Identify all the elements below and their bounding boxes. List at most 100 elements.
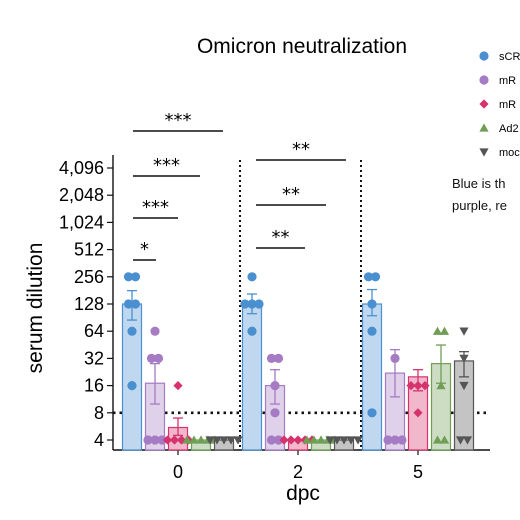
data-point-mr2 bbox=[420, 381, 430, 391]
data-point-scr bbox=[367, 326, 377, 336]
legend-label: moc bbox=[499, 147, 520, 159]
y-tick-label: 16 bbox=[84, 376, 104, 396]
data-point-mr1 bbox=[390, 435, 400, 445]
data-point-mr1 bbox=[150, 435, 160, 445]
data-point-scr bbox=[247, 299, 257, 309]
significance-label: ** bbox=[272, 227, 290, 248]
data-point-mock bbox=[455, 436, 466, 445]
data-point-scr bbox=[254, 299, 264, 309]
bar-scr-0 bbox=[121, 303, 143, 451]
data-point-mr2 bbox=[413, 408, 423, 418]
data-point-mr2 bbox=[279, 435, 289, 445]
data-point-mock bbox=[332, 436, 342, 445]
data-point-mr1 bbox=[157, 435, 167, 445]
data-point-ad2 bbox=[182, 435, 192, 444]
data-point-ad2 bbox=[436, 381, 446, 390]
bar-scr-5 bbox=[361, 303, 383, 451]
y-tick-label: 4,096 bbox=[59, 158, 104, 178]
x-tick-label: 2 bbox=[293, 462, 303, 482]
data-point-scr bbox=[367, 408, 377, 418]
legend-marker-ad2 bbox=[479, 123, 489, 132]
data-point-mock bbox=[205, 436, 215, 445]
legend-marker-mock bbox=[479, 148, 489, 157]
data-point-mock bbox=[219, 436, 229, 445]
legend: sCR mR mR Ad2 moc bbox=[479, 51, 520, 159]
data-point-ad2 bbox=[196, 435, 206, 444]
data-point-mock bbox=[226, 436, 236, 445]
data-point-mock bbox=[459, 354, 469, 363]
y-tick-label: 128 bbox=[74, 294, 104, 314]
data-point-ad2 bbox=[309, 435, 319, 444]
y-tick-label: 1,024 bbox=[59, 212, 104, 232]
data-point-ad2 bbox=[189, 435, 199, 444]
data-point-mr1 bbox=[146, 353, 157, 363]
data-point-mr1 bbox=[266, 435, 277, 445]
data-point-mock bbox=[459, 327, 469, 336]
y-axis-label: serum dilution bbox=[24, 243, 47, 374]
y-tick-label: 4 bbox=[94, 430, 104, 450]
data-point-scr bbox=[130, 299, 141, 309]
y-tick-label: 512 bbox=[74, 240, 104, 260]
data-point-mr1 bbox=[273, 435, 284, 445]
data-point-ad2 bbox=[302, 435, 312, 444]
data-point-ad2 bbox=[439, 326, 450, 335]
data-point-mr1 bbox=[273, 353, 284, 363]
note-line-2: purple, re bbox=[452, 198, 507, 213]
bar-scr-2 bbox=[241, 303, 263, 451]
data-point-mr1 bbox=[390, 353, 400, 363]
data-point-mock bbox=[339, 436, 349, 445]
x-axis-label: dpc bbox=[286, 482, 320, 505]
y-tick-label: 64 bbox=[84, 321, 104, 341]
significance-label: * bbox=[140, 239, 149, 260]
chart-title: Omicron neutralization bbox=[197, 35, 407, 58]
data-point-scr bbox=[123, 272, 134, 282]
data-point-mock bbox=[353, 436, 363, 445]
data-point-scr bbox=[367, 299, 377, 309]
data-point-mr2 bbox=[169, 435, 180, 445]
data-point-mr1 bbox=[150, 326, 160, 336]
note-line-1: Blue is th bbox=[452, 176, 506, 191]
legend-label: sCR bbox=[499, 51, 520, 63]
data-point-scr bbox=[240, 299, 250, 309]
data-point-mr2 bbox=[293, 435, 303, 445]
significance-label: *** bbox=[153, 155, 180, 176]
significance-label: *** bbox=[142, 197, 169, 218]
data-point-mock bbox=[462, 436, 473, 445]
legend-marker-mr2 bbox=[479, 99, 489, 109]
data-point-mr1 bbox=[266, 353, 277, 363]
legend-label: mR bbox=[499, 99, 516, 111]
data-point-scr bbox=[363, 272, 374, 282]
data-point-mock bbox=[233, 436, 243, 445]
data-point-ad2 bbox=[439, 435, 450, 444]
significance-label: *** bbox=[165, 110, 192, 131]
data-point-mr1 bbox=[143, 435, 153, 445]
data-point-scr bbox=[127, 326, 137, 336]
legend-label: Ad2 bbox=[499, 123, 519, 135]
data-point-mr1 bbox=[397, 435, 407, 445]
legend-marker-scr bbox=[479, 51, 489, 61]
data-point-mr2 bbox=[162, 435, 173, 445]
significance-label: ** bbox=[282, 184, 300, 205]
significance-label: ** bbox=[292, 139, 310, 160]
data-point-mock bbox=[459, 381, 469, 391]
x-tick-label: 5 bbox=[413, 462, 423, 482]
data-point-mr2 bbox=[413, 381, 423, 391]
data-point-mr2 bbox=[173, 381, 183, 391]
data-point-scr bbox=[370, 272, 381, 282]
data-point-scr bbox=[247, 272, 257, 282]
data-point-mr1 bbox=[270, 408, 280, 418]
data-point-mr2 bbox=[286, 435, 296, 445]
legend-label: mR bbox=[499, 75, 516, 87]
y-tick-label: 8 bbox=[94, 403, 104, 423]
data-point-scr bbox=[127, 381, 137, 391]
data-point-mr1 bbox=[383, 435, 393, 445]
data-point-mock bbox=[325, 436, 335, 445]
data-point-scr bbox=[123, 299, 134, 309]
data-point-scr bbox=[130, 272, 141, 282]
y-tick-label: 2,048 bbox=[59, 185, 104, 205]
y-tick-label: 32 bbox=[84, 348, 104, 368]
data-point-mr2 bbox=[406, 381, 416, 391]
y-tick-label: 256 bbox=[74, 267, 104, 287]
